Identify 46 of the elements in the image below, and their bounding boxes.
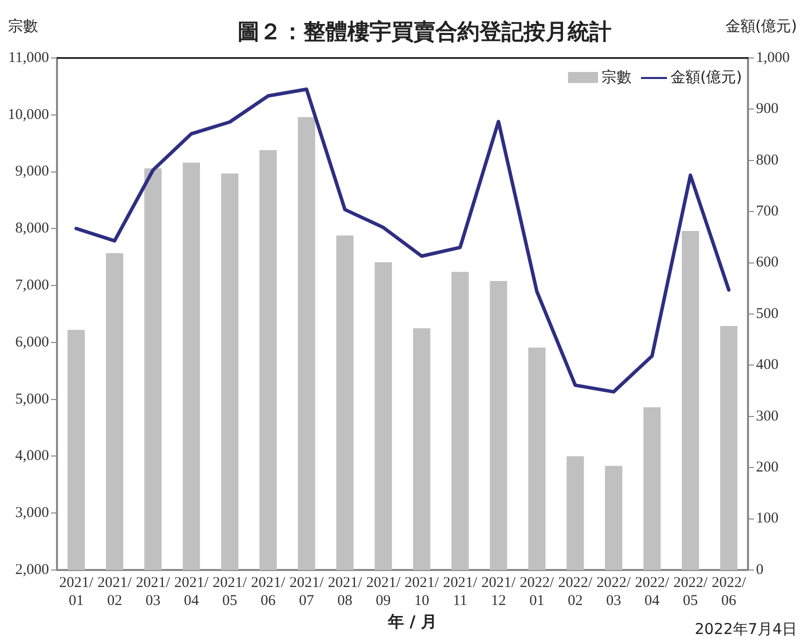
y-tick-label: 11,000 — [8, 50, 49, 66]
y-tick-label: 3,000 — [15, 505, 49, 522]
y2-tick-label: 100 — [756, 510, 778, 527]
x-tick-label: 2021/12 — [481, 574, 516, 609]
y-tick-label: 8,000 — [15, 220, 49, 237]
y-axis-title: 宗數 — [8, 17, 38, 36]
y2-tick-label: 600 — [756, 254, 778, 271]
y2-tick-label: 0 — [756, 562, 764, 578]
chart-title: 圖２：整體樓宇買賣合約登記按月統計 — [238, 19, 612, 45]
y2-tick-label: 300 — [756, 408, 778, 424]
text: 2022年7月4日 — [694, 620, 797, 639]
y-tick-label: 5,000 — [15, 391, 49, 408]
y-tick-label: 2,000 — [15, 562, 49, 578]
x-tick-label: 2022/02 — [558, 574, 594, 609]
y-tick-label: 4,000 — [15, 448, 49, 464]
x-tick-label: 2021/03 — [136, 574, 171, 609]
x-tick-label: 2021/02 — [97, 574, 132, 609]
x-tick-label: 2022/01 — [520, 574, 555, 609]
y2-tick-label: 200 — [756, 460, 778, 476]
x-axis-title: 年 / 月 — [388, 612, 437, 633]
x-tick-label: 2022/06 — [712, 574, 747, 609]
y2-tick-label: 500 — [756, 306, 778, 322]
legend-label: 宗數 — [601, 68, 632, 87]
y-tick-label: 9,000 — [15, 164, 49, 180]
legend-label: 金額(億元) — [670, 68, 742, 87]
x-tick-label: 2021/10 — [404, 574, 440, 609]
x-tick-label: 2021/08 — [328, 574, 363, 609]
x-tick-label: 2021/06 — [251, 574, 286, 609]
y2-axis-title: 金額(億元) — [725, 17, 797, 36]
x-tick-label: 2021/01 — [59, 574, 94, 609]
y2-tick-label: 900 — [756, 101, 778, 118]
x-tick-label: 2021/05 — [212, 574, 248, 609]
y-tick-label: 7,000 — [15, 277, 49, 294]
y2-tick-label: 1,000 — [756, 50, 790, 66]
x-tick-label: 2022/03 — [596, 574, 632, 609]
y2-tick-label: 700 — [756, 204, 778, 220]
x-tick-label: 2022/05 — [673, 574, 708, 609]
y-tick-label: 10,000 — [8, 106, 49, 123]
x-tick-label: 2021/04 — [174, 574, 210, 609]
x-tick-label: 2022/04 — [634, 574, 670, 609]
y-tick-label: 6,000 — [15, 334, 49, 350]
x-tick-label: 2021/07 — [289, 574, 324, 609]
x-tick-label: 2021/11 — [442, 574, 478, 609]
y2-tick-label: 400 — [756, 357, 778, 374]
x-tick-label: 2021/09 — [366, 574, 402, 609]
y2-tick-label: 800 — [756, 152, 778, 168]
